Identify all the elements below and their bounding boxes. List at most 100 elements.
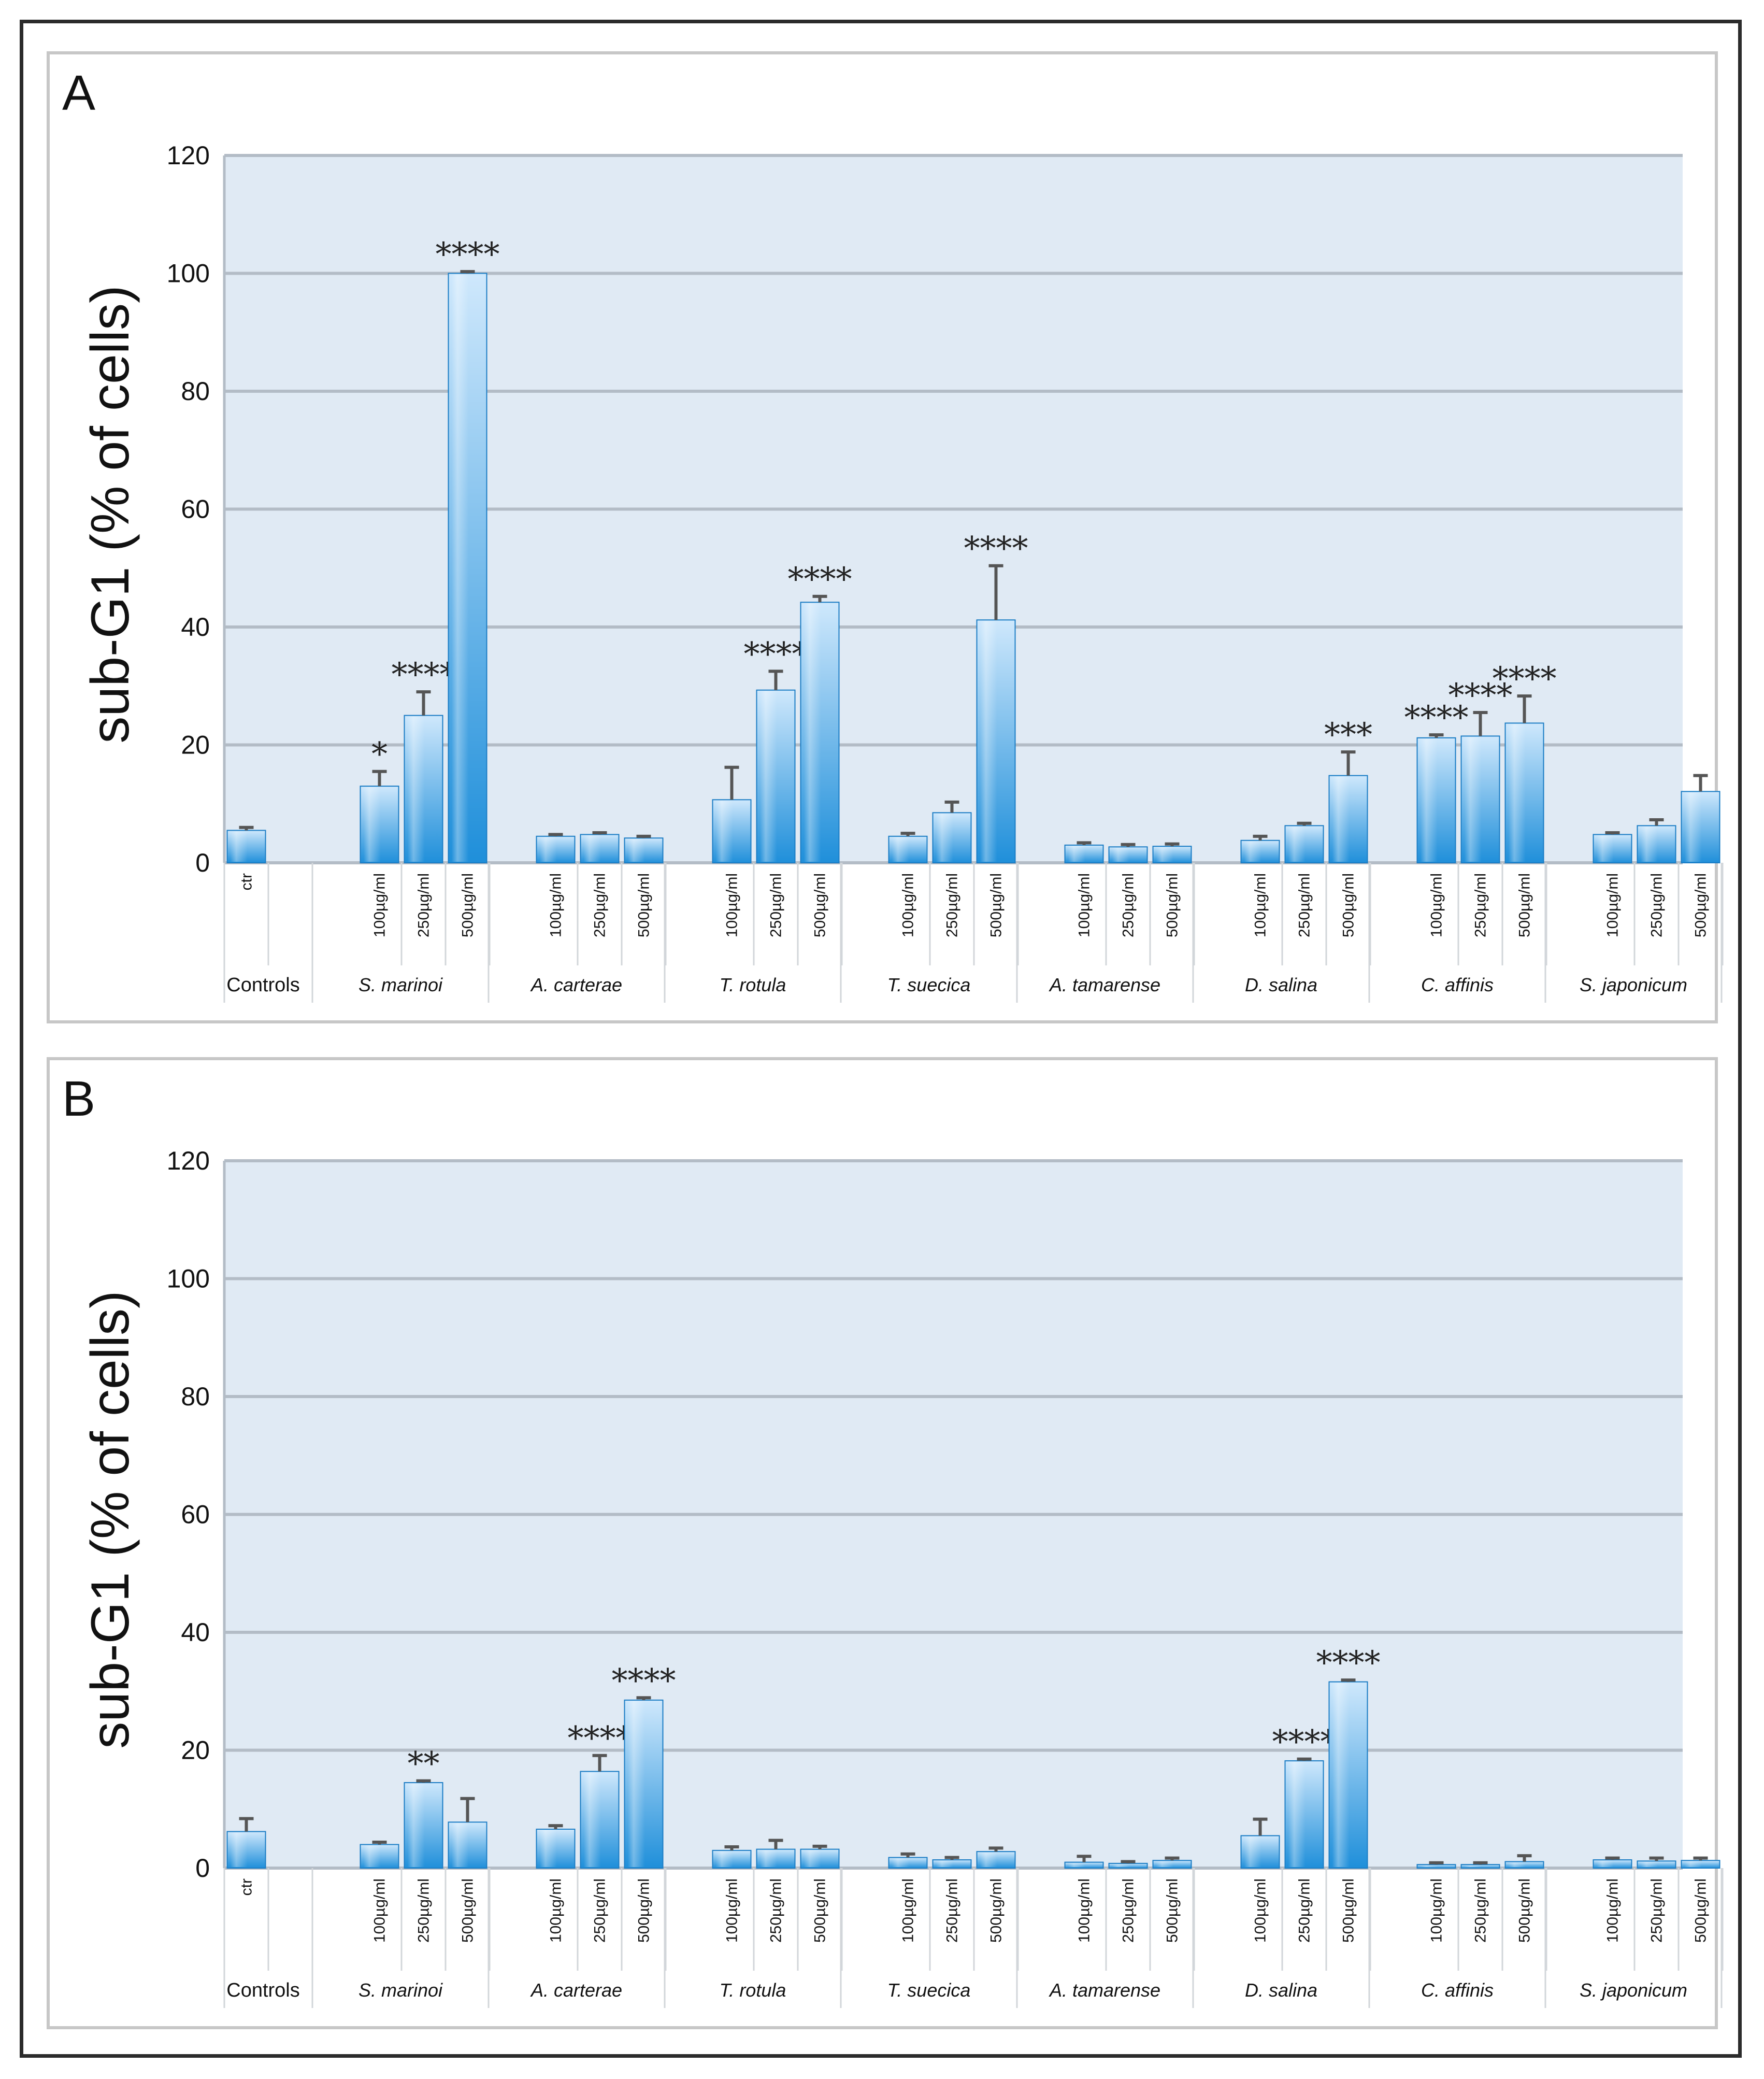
dose-label: 100µg/ml xyxy=(1076,1878,1093,1943)
group-c-affinis: 100µg/ml 250µg/ml 500µg/ml C. affinis xyxy=(1416,1854,1547,2008)
bar-highlight xyxy=(627,1701,645,1867)
bar-highlight xyxy=(583,835,601,862)
bar-highlight xyxy=(715,1851,733,1867)
dose-label: 250µg/ml xyxy=(1472,873,1489,937)
significance-mark: * xyxy=(371,735,388,773)
group-t-suecica: 100µg/ml 250µg/ml 500µg/ml T. suecica xyxy=(887,1846,1019,2008)
group-s-marinoi: 100µg/ml ** 250µg/ml 500µg/ml S. marinoi xyxy=(358,1745,491,2008)
y-tick-label: 80 xyxy=(181,377,210,406)
group-t-rotula: 100µg/ml 250µg/ml 500µg/ml T. rotula xyxy=(712,1839,843,2008)
bar-highlight xyxy=(804,1850,821,1867)
dose-label: 500µg/ml xyxy=(1693,873,1710,937)
bar-highlight xyxy=(539,837,557,862)
group-c-affinis: **** 100µg/ml **** 250µg/ml **** 500µg/ml C. a… xyxy=(1404,660,1557,1003)
bar-highlight xyxy=(759,1850,777,1867)
bar-highlight xyxy=(1244,1836,1261,1867)
dose-label: 500µg/ml xyxy=(812,873,829,937)
dose-label: 500µg/ml xyxy=(1164,873,1181,937)
species-label: C. affinis xyxy=(1421,1980,1494,2001)
significance-mark: **** xyxy=(1404,699,1469,736)
bar-highlight xyxy=(1596,835,1614,862)
species-label: S. japonicum xyxy=(1580,974,1687,995)
bar-highlight xyxy=(1464,1866,1482,1867)
controls-label: Controls xyxy=(226,974,300,996)
group-controls: ctr Controls xyxy=(226,1817,313,2008)
dose-label: 100µg/ml xyxy=(900,1878,917,1943)
bar-highlight xyxy=(451,274,469,862)
dose-label: 500µg/ml xyxy=(812,1878,829,1943)
bar-highlight xyxy=(1596,1861,1614,1867)
group-s-japonicum: 100µg/ml 250µg/ml 500µg/ml S. japonicum xyxy=(1580,774,1724,1003)
species-label: T. suecica xyxy=(887,1980,971,2001)
dose-label: 250µg/ml xyxy=(768,1878,785,1943)
species-label: D. salina xyxy=(1245,974,1317,995)
species-label: D. salina xyxy=(1245,1980,1317,2001)
species-label: S. marinoi xyxy=(358,974,443,995)
bar-highlight xyxy=(1684,792,1702,862)
y-tick-label: 40 xyxy=(181,1618,210,1647)
bar-highlight xyxy=(1640,1862,1658,1867)
y-tick-label: 20 xyxy=(181,731,210,760)
dose-label: 250µg/ml xyxy=(415,873,433,937)
dose-label: 500µg/ml xyxy=(636,1878,653,1943)
bar-highlight xyxy=(1640,827,1658,862)
dose-label: 100µg/ml xyxy=(724,1878,741,1943)
y-tick-label: 80 xyxy=(181,1382,210,1411)
significance-mark: ** xyxy=(408,1745,440,1783)
group-s-japonicum: 100µg/ml 250µg/ml 500µg/ml S. japonicum xyxy=(1580,1856,1724,2008)
significance-mark: **** xyxy=(744,635,808,673)
significance-mark: **** xyxy=(612,1661,676,1699)
y-tick-label: 60 xyxy=(181,1500,210,1529)
y-tick-label: 40 xyxy=(181,613,210,642)
chart-panel-b: B 0 20 40 60 80 100 120 sub-G1 (% of cells) ctr Co… xyxy=(47,1057,1724,2029)
significance-mark: **** xyxy=(1493,660,1557,697)
dose-label: 100µg/ml xyxy=(371,873,389,937)
dose-label: 250µg/ml xyxy=(592,873,609,937)
dose-label: 500µg/ml xyxy=(1516,873,1533,937)
group-a-carterae: 100µg/ml 250µg/ml 500µg/ml A. carterae xyxy=(530,831,667,1003)
dose-label: 500µg/ml xyxy=(1164,1878,1181,1943)
y-tick-label: 0 xyxy=(195,1854,210,1883)
dose-label: 250µg/ml xyxy=(1648,873,1666,937)
y-tick-label: 120 xyxy=(167,141,210,170)
bar-highlight xyxy=(980,621,997,862)
species-label: T. rotula xyxy=(720,1980,786,2001)
y-tick-label: 20 xyxy=(181,1736,210,1765)
dose-label: ctr xyxy=(238,1878,255,1896)
species-label: S. japonicum xyxy=(1580,1980,1687,2001)
species-label: C. affinis xyxy=(1421,974,1494,995)
controls-label: Controls xyxy=(226,1980,300,2001)
dose-label: 100µg/ml xyxy=(1604,873,1622,937)
dose-label: 100µg/ml xyxy=(548,873,565,937)
bar-highlight xyxy=(1464,737,1482,862)
species-label: T. rotula xyxy=(720,974,786,995)
dose-label: 500µg/ml xyxy=(988,1878,1005,1943)
group-a-tamarense: 100µg/ml 250µg/ml 500µg/ml A. tamarense xyxy=(1049,1855,1195,2008)
bar-highlight xyxy=(627,839,645,862)
dose-label: 100µg/ml xyxy=(548,1878,565,1943)
dose-label: 250µg/ml xyxy=(1648,1878,1666,1943)
y-axis-label: sub-G1 (% of cells) xyxy=(80,285,140,743)
y-tick-label: 100 xyxy=(167,259,210,288)
bar-highlight xyxy=(1420,1866,1438,1867)
bar-highlight xyxy=(892,1858,909,1867)
group-s-marinoi: * 100µg/ml **** 250µg/ml **** 500µg/ml S. mari… xyxy=(358,235,500,1003)
bar-highlight xyxy=(1420,738,1438,862)
dose-label: 100µg/ml xyxy=(1604,1878,1622,1943)
bar-highlight xyxy=(583,1772,601,1867)
bar-highlight xyxy=(804,603,821,862)
y-tick-label: 0 xyxy=(195,848,210,877)
group-controls: ctr Controls xyxy=(226,825,313,1003)
group-t-rotula: 100µg/ml **** 250µg/ml **** 500µg/ml T. rotul… xyxy=(712,560,852,1003)
dose-label: 250µg/ml xyxy=(944,873,961,937)
bar-highlight xyxy=(1068,846,1085,862)
bar-highlight xyxy=(980,1853,997,1867)
significance-mark: **** xyxy=(436,235,500,273)
bar-highlight xyxy=(1112,1864,1129,1867)
group-d-salina: 100µg/ml **** 250µg/ml **** 500µg/ml D. salin… xyxy=(1240,1644,1381,2008)
bar-highlight xyxy=(892,837,909,862)
dose-label: 100µg/ml xyxy=(900,873,917,937)
bar-highlight xyxy=(451,1823,469,1867)
bar-highlight xyxy=(1332,1683,1350,1867)
